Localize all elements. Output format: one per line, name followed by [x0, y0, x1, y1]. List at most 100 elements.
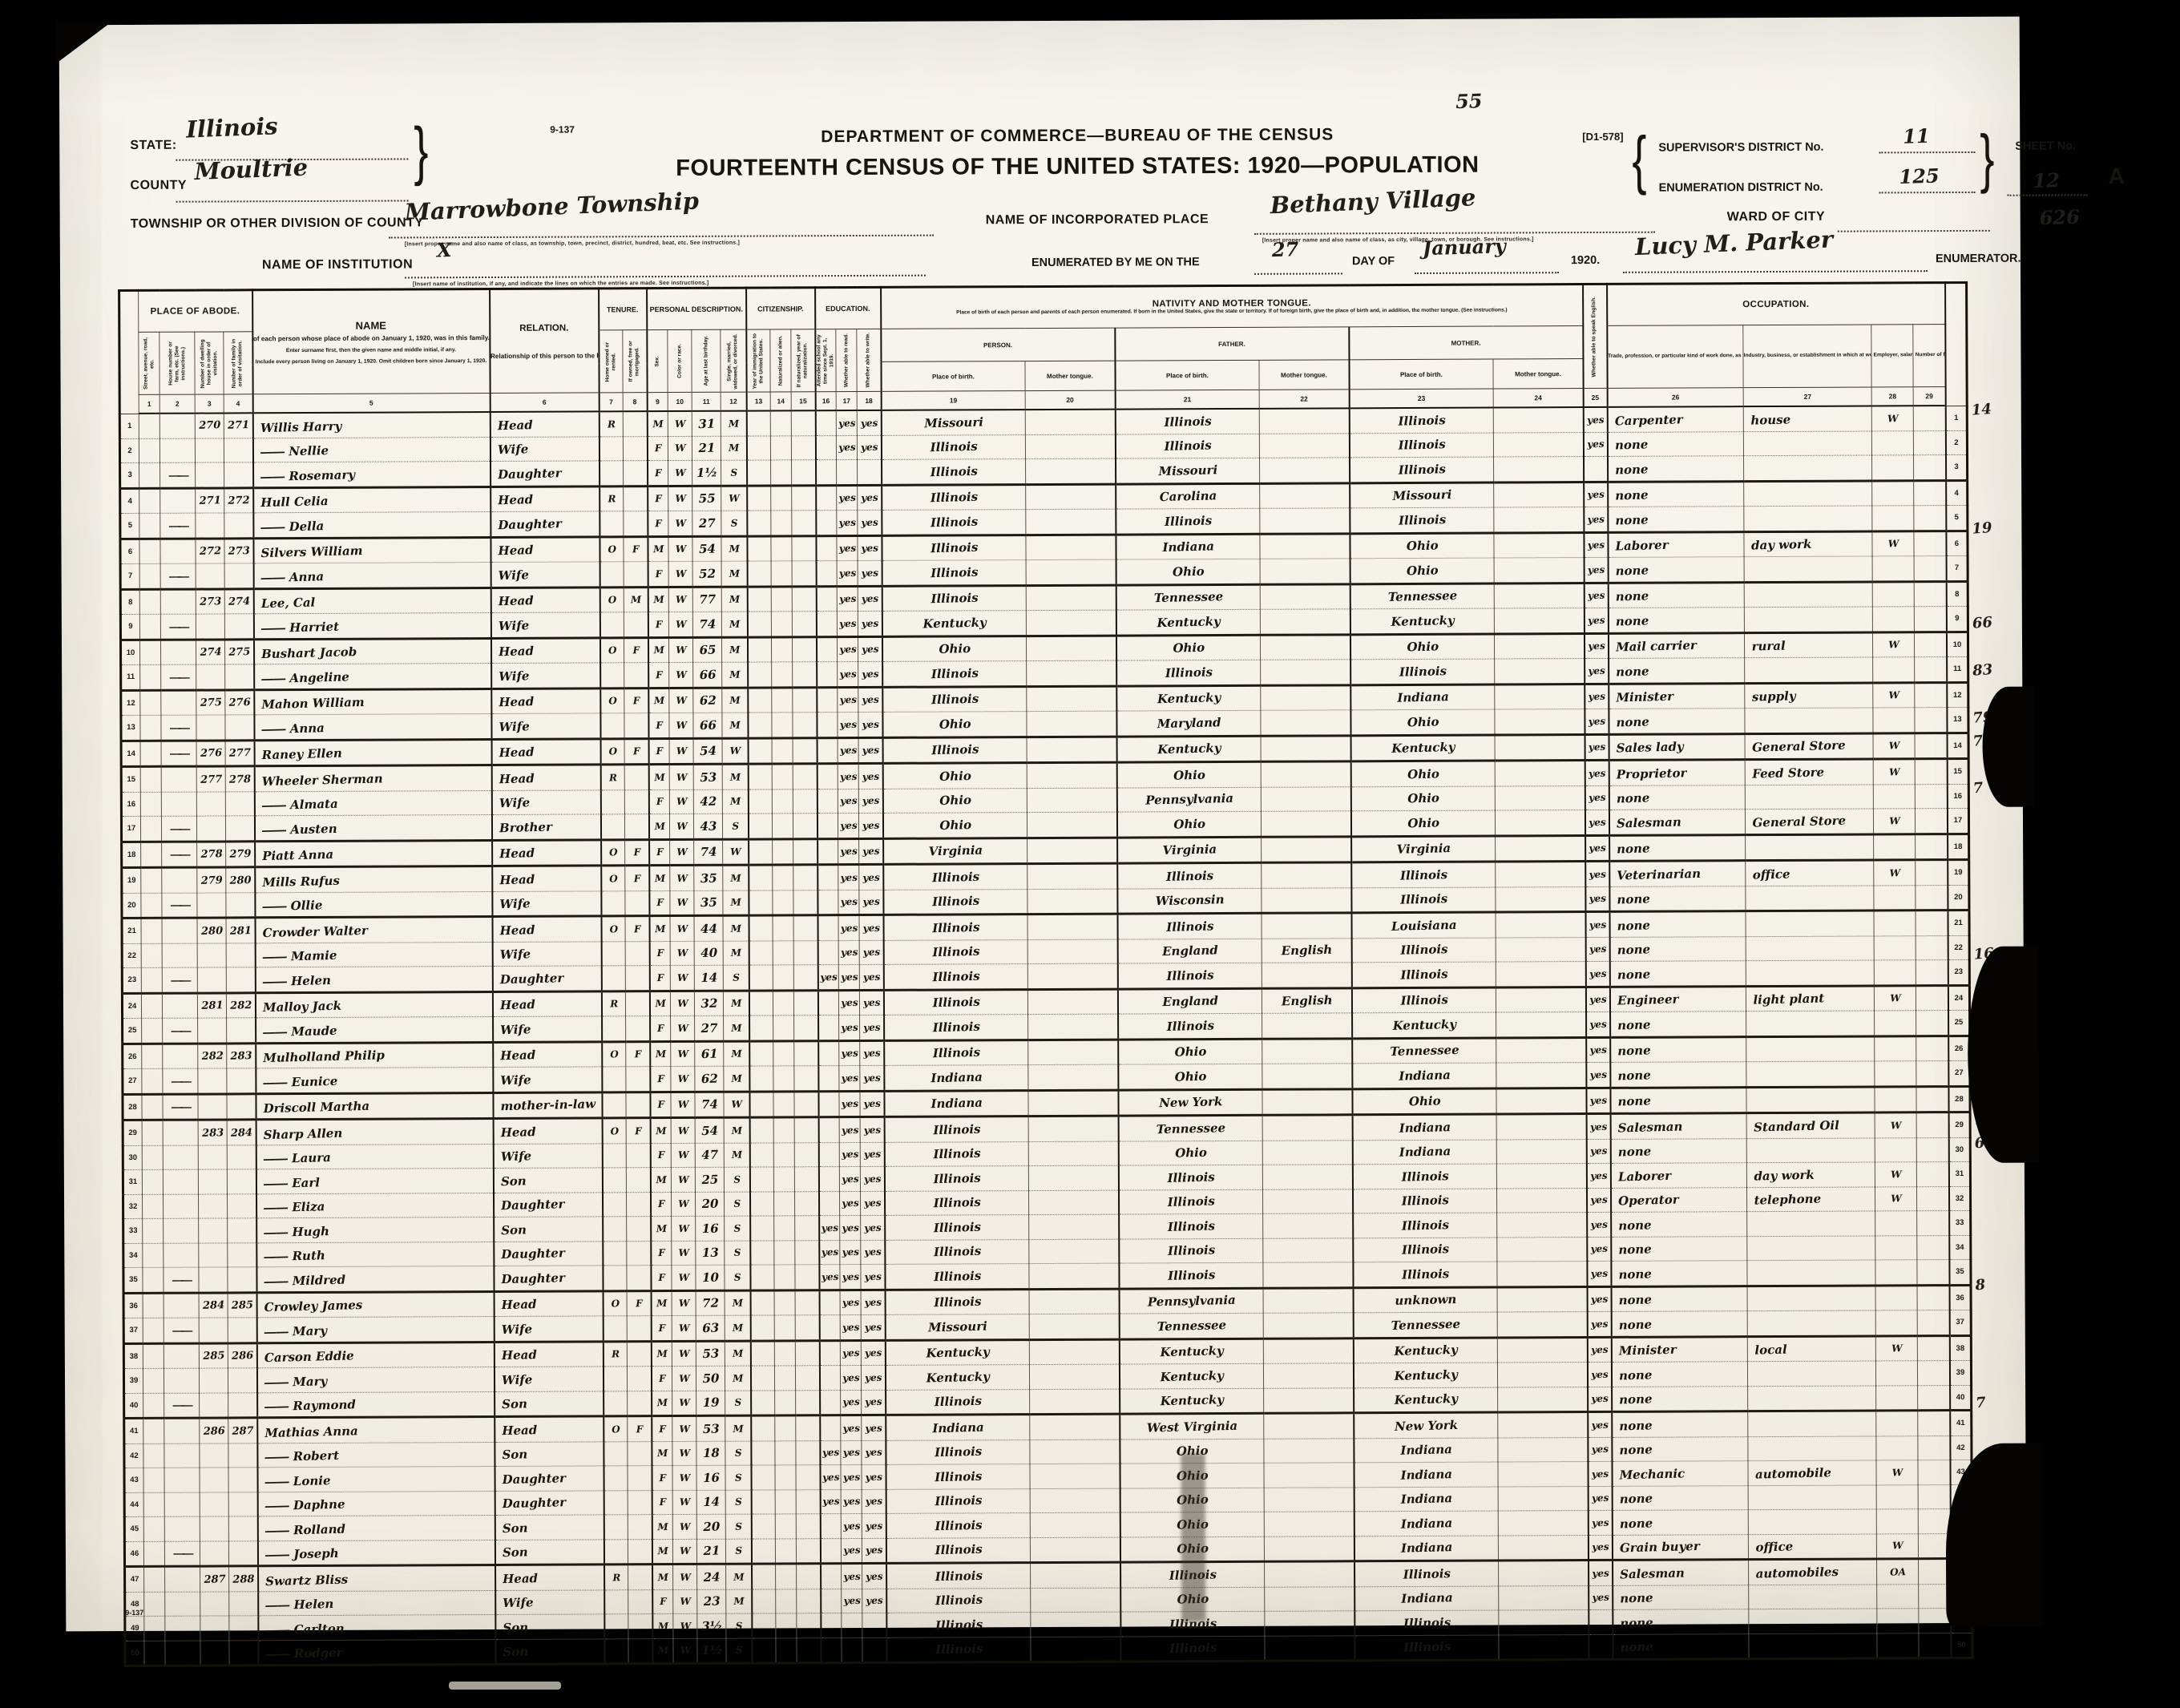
cell-c13	[752, 1637, 777, 1664]
cell-c15	[792, 611, 817, 637]
col-number-8: 8	[623, 392, 648, 412]
col-number-22: 22	[1259, 389, 1350, 409]
cell-eng: yes	[1586, 1236, 1612, 1262]
cell-ind	[1748, 1608, 1878, 1634]
cell-t7	[603, 1441, 628, 1466]
cell-c15	[794, 1264, 820, 1290]
cell-c16: yes	[818, 964, 839, 991]
cell-t7	[599, 436, 624, 461]
cell-c18: yes	[858, 636, 883, 662]
cell-c14	[773, 1166, 795, 1192]
cell-pob: Ohio	[882, 634, 1027, 664]
cell-tng	[1027, 914, 1118, 940]
cell-cls: W	[1875, 1161, 1917, 1188]
cell-house	[164, 1640, 201, 1666]
cell-f	[226, 967, 256, 993]
cell-c16	[818, 1166, 840, 1192]
cell-eng: yes	[1583, 507, 1609, 533]
cell-c14	[772, 864, 793, 890]
cell-line-number: 4	[119, 487, 139, 514]
cell-f	[224, 664, 254, 690]
cell-fpob: Ohio	[1116, 760, 1262, 789]
cell-race: W	[667, 410, 692, 437]
col-number-19: 19	[881, 390, 1026, 410]
cell-d	[198, 1169, 228, 1194]
cell-ftng	[1263, 1338, 1354, 1364]
cell-rel: Son	[494, 1439, 604, 1468]
cell-c14	[775, 1613, 797, 1638]
cell-mpob: Illinois	[1349, 430, 1494, 459]
col-number-11: 11	[692, 392, 721, 411]
cell-line-number: 11	[120, 664, 140, 691]
cell-pob: Indiana	[883, 1088, 1029, 1119]
cell-fpob: Tennessee	[1118, 1311, 1264, 1341]
cell-age: 14	[693, 964, 724, 991]
cell-mar: M	[723, 1065, 750, 1092]
cell-pob: Illinois	[882, 862, 1028, 891]
cell-d	[197, 1068, 227, 1094]
cell-c14	[771, 712, 793, 738]
cell-street	[139, 487, 160, 514]
cell-occ: Salesman	[1612, 1557, 1750, 1587]
cell-sex: F	[650, 1240, 672, 1266]
cell-line-number: 29	[123, 1120, 143, 1146]
cell-eng: yes	[1584, 658, 1609, 684]
cell-rel: Daughter	[493, 1190, 603, 1218]
cell-t7	[600, 789, 625, 814]
cell-cls	[1875, 1086, 1917, 1112]
cell-cls	[1874, 885, 1916, 911]
cell-mtng	[1497, 1387, 1588, 1413]
cell-cls	[1875, 1385, 1918, 1411]
cell-line-number: 38	[1949, 1335, 1972, 1361]
cell-rel: Daughter	[491, 964, 602, 993]
cell-race: W	[670, 990, 695, 1016]
cell-d	[199, 1317, 228, 1343]
cell-tng	[1027, 736, 1117, 763]
cell-line-number: 41	[123, 1418, 143, 1444]
cell-t8	[624, 789, 649, 814]
cell-rel: Wife	[495, 1588, 605, 1616]
cell-tng	[1028, 1238, 1120, 1264]
cell-t8	[625, 965, 650, 991]
cell-pob: Illinois	[886, 1511, 1031, 1540]
cell-c15	[793, 915, 818, 941]
cell-c16	[815, 485, 837, 511]
cell-mar: M	[723, 1040, 750, 1067]
cell-mar: M	[721, 687, 749, 713]
cell-race: W	[668, 713, 694, 739]
cell-t8: F	[625, 1117, 651, 1144]
cell-mtng	[1496, 1062, 1587, 1088]
cell-ftng	[1260, 634, 1350, 660]
cell-eng: yes	[1585, 961, 1610, 987]
cell-sex: F	[651, 1366, 672, 1391]
cell-c13	[750, 1290, 775, 1316]
cell-mpob: Virginia	[1350, 834, 1496, 864]
cell-c15	[791, 510, 817, 536]
cell-mpob: Illinois	[1351, 960, 1496, 990]
cell-t7: O	[603, 1415, 628, 1442]
cell-fpob: Ohio	[1118, 1138, 1263, 1167]
cell-rel: Brother	[491, 813, 601, 842]
cell-race: W	[669, 865, 695, 891]
cell-c14	[771, 636, 793, 662]
cell-cls	[1875, 1360, 1918, 1386]
cell-f	[224, 563, 254, 589]
census-title: FOURTEENTH CENSUS OF THE UNITED STATES: …	[676, 151, 1480, 181]
cell-farm	[1915, 784, 1948, 809]
cell-c16	[820, 1538, 842, 1564]
cell-eng	[1589, 1633, 1613, 1660]
cell-t7	[603, 1366, 628, 1391]
cell-c13	[749, 1116, 774, 1143]
cell-c18: yes	[858, 864, 884, 890]
cell-d	[196, 892, 227, 919]
cell-c18: yes	[861, 1488, 886, 1514]
state-value: Illinois	[185, 112, 279, 143]
cell-mtng	[1497, 1411, 1589, 1438]
cell-mar: M	[725, 1340, 751, 1367]
cell-street	[139, 614, 161, 640]
cell-c15	[795, 1314, 820, 1341]
cell-line-number: 7	[1946, 555, 1968, 582]
cell-c18: yes	[861, 1415, 886, 1441]
cell-t7	[601, 1092, 627, 1118]
